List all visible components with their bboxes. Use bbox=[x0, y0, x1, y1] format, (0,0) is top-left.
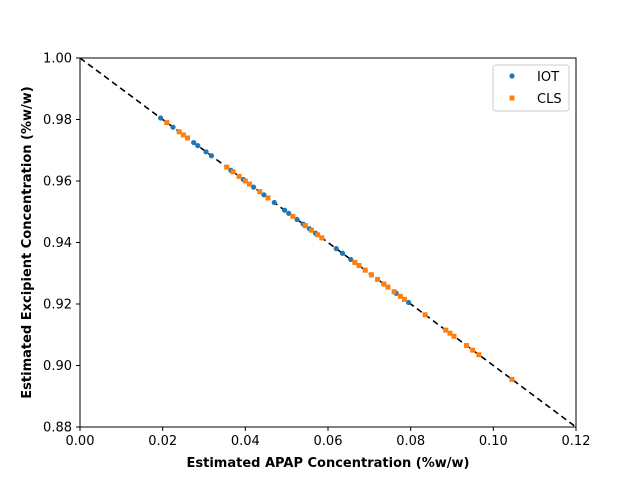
cls-point bbox=[246, 181, 252, 187]
reference-line bbox=[79, 57, 577, 428]
iot-point bbox=[191, 139, 197, 146]
iot-point bbox=[195, 143, 201, 149]
iot-point bbox=[339, 250, 346, 256]
y-tick-label: 0.94 bbox=[43, 236, 72, 251]
cls-point bbox=[176, 129, 182, 135]
y-axis-label: Estimated Excipient Concentration (%w/w) bbox=[20, 86, 35, 398]
x-axis-ticks: 0.00 0.02 0.04 0.06 0.08 0.10 0.12 bbox=[66, 427, 591, 449]
y-tick-label: 0.92 bbox=[43, 298, 72, 313]
iot-point bbox=[271, 199, 277, 206]
y-tick-label: 0.88 bbox=[43, 421, 72, 436]
cls-point bbox=[319, 235, 325, 241]
iot-point bbox=[294, 216, 300, 223]
x-tick-label: 0.04 bbox=[231, 434, 260, 449]
cls-point bbox=[290, 213, 296, 219]
cls-point bbox=[476, 352, 482, 358]
iot-point bbox=[333, 246, 339, 252]
legend-cls-label: CLS bbox=[537, 92, 562, 107]
cls-point bbox=[242, 178, 248, 184]
iot-point bbox=[406, 299, 412, 306]
y-tick-label: 0.98 bbox=[43, 113, 72, 128]
cls-point bbox=[180, 132, 186, 138]
iot-point bbox=[286, 210, 292, 216]
cls-point bbox=[368, 272, 374, 278]
cls-point bbox=[236, 173, 242, 179]
cls-point bbox=[356, 263, 362, 269]
y-tick-label: 1.00 bbox=[43, 52, 72, 67]
cls-point bbox=[308, 227, 314, 233]
cls-point bbox=[391, 289, 397, 295]
iot-point bbox=[251, 184, 257, 190]
cls-point bbox=[164, 120, 170, 126]
iot-point bbox=[261, 192, 267, 198]
x-tick-label: 0.12 bbox=[562, 434, 591, 449]
cls-point bbox=[470, 347, 476, 353]
legend-cls-marker bbox=[509, 95, 515, 101]
x-tick-label: 0.06 bbox=[314, 434, 343, 449]
cls-point bbox=[265, 195, 271, 201]
x-tick-label: 0.10 bbox=[479, 434, 508, 449]
iot-point bbox=[282, 207, 288, 213]
x-tick-label: 0.02 bbox=[148, 434, 177, 449]
legend: IOT CLS bbox=[492, 64, 570, 112]
cls-point bbox=[509, 376, 515, 382]
cls-point bbox=[463, 343, 469, 349]
legend-iot-marker bbox=[509, 73, 515, 79]
cls-point bbox=[257, 189, 263, 195]
legend-iot-label: IOT bbox=[537, 70, 559, 85]
x-axis-label: Estimated APAP Concentration (%w/w) bbox=[187, 456, 470, 471]
x-tick-label: 0.00 bbox=[66, 434, 95, 449]
iot-point bbox=[158, 115, 164, 121]
cls-point bbox=[184, 135, 190, 141]
iot-point bbox=[348, 256, 354, 263]
cls-point bbox=[422, 312, 428, 318]
cls-point bbox=[302, 223, 308, 229]
cls-point bbox=[230, 169, 236, 175]
cls-point bbox=[447, 330, 453, 336]
cls-point bbox=[352, 259, 358, 265]
y-axis-ticks: 0.88 0.90 0.92 0.94 0.96 0.98 1.00 bbox=[43, 52, 80, 436]
reference-line-layer bbox=[79, 57, 577, 428]
cls-point bbox=[451, 333, 457, 339]
cls-point bbox=[397, 293, 403, 299]
y-tick-label: 0.96 bbox=[43, 175, 72, 190]
cls-point bbox=[381, 281, 387, 287]
data-points-layer bbox=[158, 115, 515, 382]
y-tick-label: 0.90 bbox=[43, 359, 72, 374]
cls-point bbox=[375, 276, 381, 282]
cls-point bbox=[362, 267, 368, 273]
cls-point bbox=[443, 327, 449, 333]
cls-point bbox=[315, 232, 321, 238]
iot-point bbox=[170, 124, 176, 130]
x-tick-label: 0.08 bbox=[396, 434, 425, 449]
cls-point bbox=[385, 284, 391, 290]
iot-point bbox=[208, 153, 215, 159]
cls-point bbox=[224, 164, 230, 170]
cls-point bbox=[401, 296, 407, 302]
iot-point bbox=[203, 149, 209, 155]
